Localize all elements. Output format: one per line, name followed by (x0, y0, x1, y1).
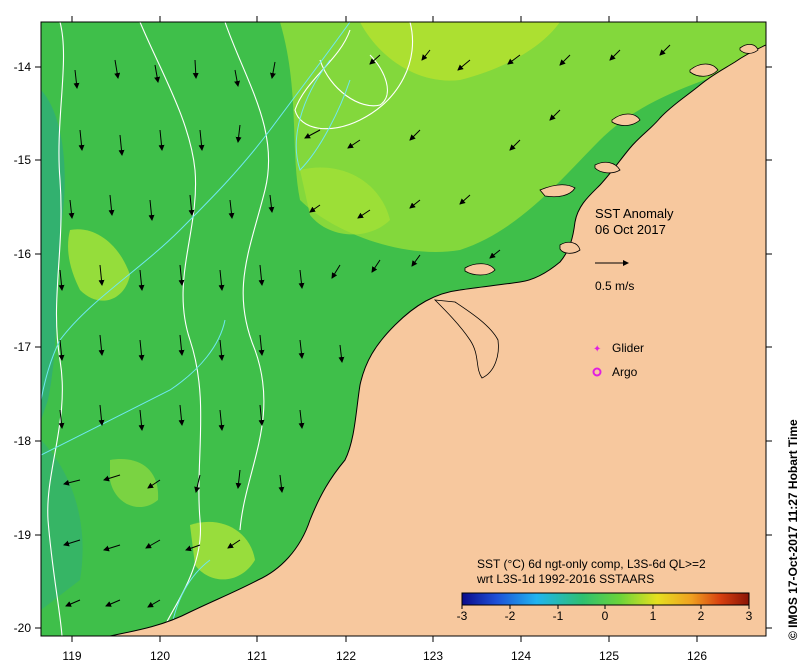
x-tick-label: 124 (511, 649, 531, 663)
cool-anomaly-patch (41, 90, 65, 420)
colorbar-tick-label: -1 (553, 609, 564, 623)
colorbar-caption-line2: wrt L3S-1d 1992-2016 SSTAARS (476, 572, 654, 586)
colorbar-caption-line1: SST (°C) 6d ngt-only comp, L3S-6d QL>=2 (477, 557, 706, 571)
y-tick-label: -20 (14, 621, 32, 635)
colorbar-tick-label: 0 (602, 609, 609, 623)
x-tick-label: 119 (62, 649, 81, 663)
colorbar (461, 592, 750, 606)
warm-anomaly-patch (110, 459, 159, 508)
cool-anomaly-patch (41, 440, 83, 610)
isotherm-contours (47, 22, 414, 636)
land-kimberley (109, 22, 766, 636)
glider-marker-icon: ✦ (593, 344, 601, 355)
x-tick-label: 121 (247, 649, 267, 663)
colorbar-tick-label: 1 (650, 609, 657, 623)
coastline-islands (433, 44, 759, 379)
x-tick-label: 122 (336, 649, 356, 663)
argo-marker-icon (592, 367, 602, 377)
warm-anomaly-patch (300, 167, 390, 235)
warm-anomaly-patch (68, 229, 130, 301)
y-tick-label: -14 (14, 60, 32, 74)
colorbar-ticks (461, 605, 750, 609)
x-tick-label: 126 (687, 649, 707, 663)
warm-anomaly-patch (280, 22, 766, 252)
glider-legend-label: Glider (612, 341, 644, 355)
x-tick-label: 125 (599, 649, 619, 663)
y-tick-label: -18 (14, 434, 32, 448)
vector-scale-label: 0.5 m/s (595, 279, 634, 293)
map-title: SST Anomaly (595, 206, 674, 221)
y-tick-label: -17 (14, 340, 32, 354)
current-vectors (58, 44, 671, 608)
colorbar-tick-label: -3 (457, 609, 468, 623)
warm-anomaly-patch (190, 521, 255, 580)
imos-credit: © IMOS 17-Oct-2017 11:27 Hobart Time (786, 419, 800, 640)
colorbar-tick-label: 3 (746, 609, 753, 623)
plot-frame (40, 21, 767, 637)
x-tick-label: 123 (423, 649, 443, 663)
map-date: 06 Oct 2017 (595, 222, 666, 237)
colorbar-tick-label: 2 (698, 609, 705, 623)
y-tick-label: -15 (14, 153, 32, 167)
y-tick-label: -16 (14, 247, 32, 261)
argo-legend-label: Argo (612, 365, 638, 379)
axis-ticks (35, 16, 772, 642)
colorbar-tick-label: -2 (505, 609, 516, 623)
warm-anomaly-patch (360, 22, 560, 81)
x-tick-label: 120 (150, 649, 170, 663)
y-tick-label: -19 (14, 528, 32, 542)
